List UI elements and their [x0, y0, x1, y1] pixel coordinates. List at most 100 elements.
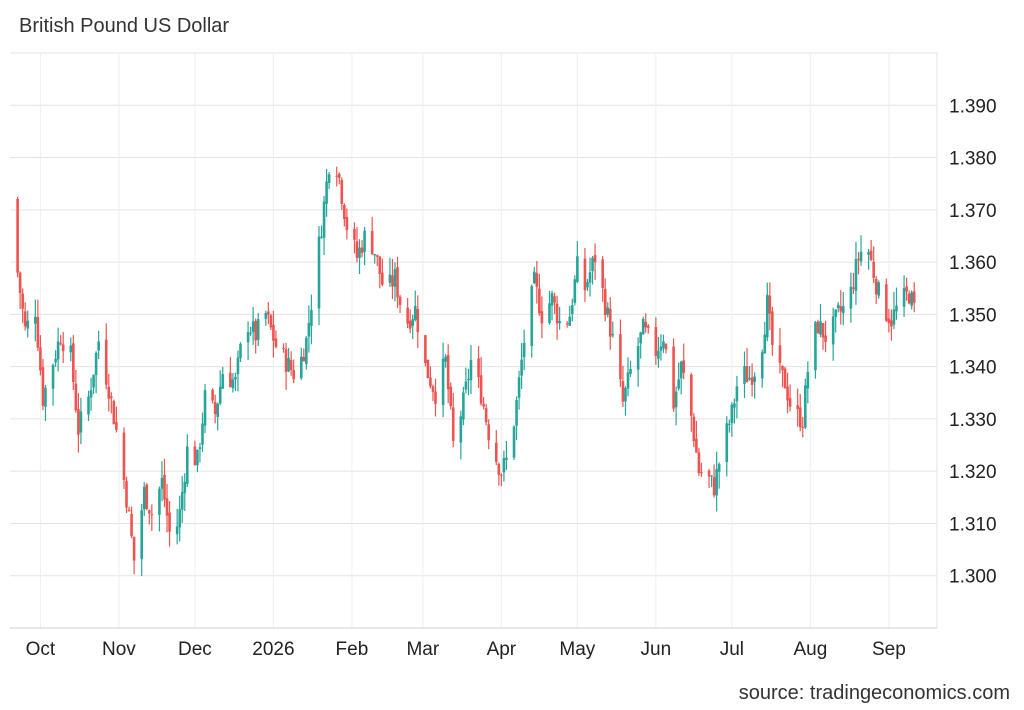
- y-tick-label: 1.350: [949, 305, 997, 326]
- candle-body: [229, 372, 232, 387]
- candle-body: [201, 423, 204, 445]
- candle-body: [778, 345, 782, 363]
- y-axis-ticks: 1.300 1.310 1.320 1.330 1.340 1.350 1.360 1.370…: [949, 96, 997, 587]
- candle-body: [512, 426, 516, 458]
- candle-body: [282, 347, 285, 349]
- candle-body: [183, 481, 187, 493]
- candle-body: [343, 205, 346, 219]
- x-tick-label: May: [559, 639, 595, 660]
- candle-body: [408, 320, 412, 329]
- candle-body: [717, 464, 721, 472]
- candle-body: [601, 259, 604, 288]
- candle-body: [393, 269, 397, 287]
- candle-body: [608, 308, 612, 337]
- candle-body: [325, 181, 328, 204]
- candle-body: [535, 273, 539, 287]
- candle-body: [322, 201, 326, 238]
- candle-body: [381, 272, 384, 285]
- candle-body: [725, 423, 729, 463]
- candle-body: [158, 488, 161, 515]
- candle-body: [905, 286, 908, 292]
- candle-body: [674, 391, 678, 408]
- candle-body: [168, 512, 171, 532]
- candle-body: [712, 477, 716, 496]
- candle-body: [26, 320, 30, 329]
- candle-body: [505, 457, 508, 461]
- candle-body: [142, 486, 146, 510]
- candle-body: [345, 216, 349, 230]
- candle-body: [885, 284, 888, 321]
- candle-body: [193, 446, 197, 466]
- candle-body: [431, 386, 435, 393]
- x-tick-label: Jul: [720, 639, 744, 660]
- candle-body: [803, 385, 807, 428]
- x-tick-label: Nov: [102, 639, 136, 660]
- candle-body: [629, 368, 632, 374]
- candle-body: [786, 386, 789, 401]
- candle-body: [500, 474, 503, 476]
- candle-body: [411, 319, 415, 326]
- candle-body: [426, 359, 430, 379]
- candle-body: [841, 306, 845, 314]
- candle-body: [550, 293, 554, 306]
- candle-body: [907, 293, 911, 304]
- candle-body: [231, 379, 235, 389]
- candle-body: [416, 309, 420, 333]
- candle-body: [459, 416, 463, 443]
- candle-body: [831, 316, 835, 345]
- candle-body: [413, 305, 417, 320]
- candle-body: [444, 356, 447, 362]
- candle-body: [760, 352, 764, 379]
- candle-body: [849, 286, 853, 309]
- candle-body: [798, 407, 802, 428]
- candle-body: [515, 400, 518, 426]
- x-tick-label: Aug: [793, 639, 827, 660]
- y-tick-label: 1.370: [949, 201, 997, 222]
- candle-body: [477, 358, 480, 378]
- candle-body: [819, 321, 822, 335]
- candle-body: [92, 374, 95, 388]
- y-tick-label: 1.390: [949, 96, 997, 117]
- candle-body: [373, 254, 377, 256]
- candle-body: [641, 318, 645, 335]
- candle-body: [115, 422, 118, 430]
- x-tick-label: Sep: [872, 639, 906, 660]
- candle-body: [446, 354, 450, 390]
- y-tick-label: 1.320: [949, 462, 997, 483]
- candle-body: [77, 408, 80, 435]
- candle-body: [287, 357, 290, 372]
- candle-body: [97, 341, 100, 351]
- candle-body: [588, 272, 592, 283]
- candle-body: [246, 332, 250, 343]
- candle-body: [540, 311, 544, 324]
- candle-body: [692, 416, 696, 442]
- candle-body: [163, 474, 166, 500]
- x-tick-label: Feb: [336, 639, 369, 660]
- candle-body: [74, 383, 78, 411]
- candle-body: [517, 377, 521, 398]
- candle-body: [469, 359, 473, 381]
- x-tick-label: Apr: [487, 639, 517, 660]
- candle-body: [520, 359, 523, 376]
- candle-body: [398, 296, 402, 305]
- candle-body: [378, 256, 382, 274]
- candle-body: [892, 309, 896, 325]
- candle-body: [659, 346, 663, 351]
- candle-body: [406, 307, 409, 324]
- candle-body: [902, 288, 906, 307]
- candle-body: [662, 341, 665, 349]
- candle-body: [388, 274, 392, 283]
- candle-body: [160, 477, 164, 489]
- candle-body: [236, 357, 240, 375]
- candle-body: [494, 442, 498, 462]
- candle-body: [429, 377, 432, 387]
- candle-body: [112, 401, 116, 425]
- candle-body: [781, 365, 784, 371]
- candle-body: [292, 369, 295, 380]
- candle-body: [583, 258, 587, 291]
- candle-body: [335, 175, 339, 177]
- candle-body: [852, 287, 855, 289]
- candle-body: [69, 345, 73, 353]
- candle-body: [502, 457, 506, 473]
- candle-body: [256, 319, 260, 340]
